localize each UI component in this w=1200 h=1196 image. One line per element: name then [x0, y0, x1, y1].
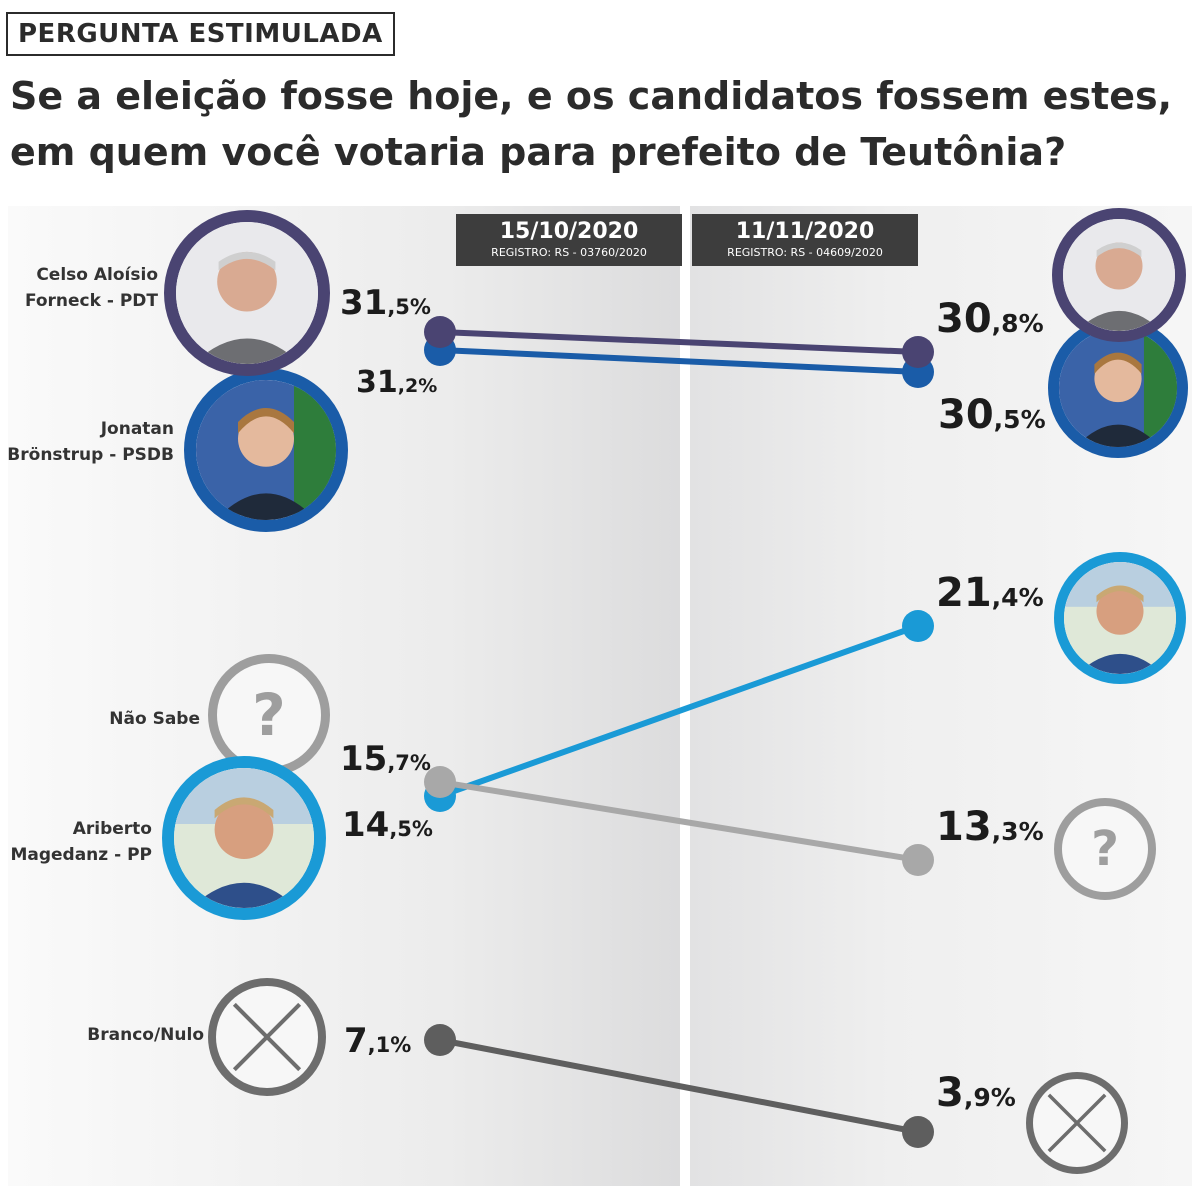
candidate-label-ariberto: Ariberto Magedanz - PP: [0, 816, 152, 868]
candidate-label-jonatan-line2: Brönstrup - PSDB: [7, 445, 174, 465]
poll-registro-second: REGISTRO: RS - 04609/2020: [727, 246, 883, 259]
question-type-tag: PERGUNTA ESTIMULADA: [6, 12, 395, 56]
series-line-jonatan: [437, 347, 921, 375]
data-point-nao-sabe-first: [424, 766, 456, 798]
portrait-ariberto-second: [1054, 552, 1186, 684]
candidate-label-branco-nulo: Branco/Nulo: [34, 1022, 204, 1048]
poll-registro-first: REGISTRO: RS - 03760/2020: [491, 246, 647, 259]
data-point-branco-nulo-second: [902, 1116, 934, 1148]
series-line-ariberto: [437, 623, 921, 799]
series-line-branco-nulo: [437, 1037, 921, 1135]
poll-date-box-first: 15/10/2020 REGISTRO: RS - 03760/2020: [456, 214, 682, 266]
portrait-celso-second: [1052, 208, 1186, 342]
candidate-label-ariberto-line2: Magedanz - PP: [10, 845, 152, 865]
data-label-nao-sabe-first: 15,7%: [340, 739, 431, 779]
poll-date-first: 15/10/2020: [499, 219, 639, 244]
person-photo-icon: [196, 380, 336, 520]
question-title: Se a eleição fosse hoje, e os candidatos…: [10, 74, 1173, 174]
person-photo-icon: [176, 222, 318, 364]
data-label-jonatan-first: 31,2%: [356, 365, 437, 400]
candidate-label-celso: Celso Aloísio Forneck - PDT: [0, 262, 158, 314]
candidate-label-celso-line2: Forneck - PDT: [24, 291, 158, 311]
data-label-branco-nulo-first: 7,1%: [344, 1021, 411, 1061]
candidate-label-ariberto-line1: Ariberto: [72, 819, 152, 839]
data-point-branco-nulo-first: [424, 1024, 456, 1056]
data-label-ariberto-second: 21,4%: [936, 570, 1044, 616]
cross-circle-icon-first: [208, 978, 326, 1096]
person-photo-icon: [174, 768, 314, 908]
poll-panel-first: [8, 206, 680, 1186]
candidate-label-nao-sabe-line1: Não Sabe: [109, 709, 200, 729]
series-line-celso: [437, 329, 921, 355]
poll-date-box-second: 11/11/2020 REGISTRO: RS - 04609/2020: [692, 214, 918, 266]
data-label-jonatan-second: 30,5%: [938, 392, 1046, 438]
candidate-label-jonatan-line1: Jonatan: [100, 419, 174, 439]
data-point-nao-sabe-second: [902, 844, 934, 876]
poll-date-second: 11/11/2020: [735, 219, 875, 244]
data-label-celso-first: 31,5%: [340, 283, 431, 323]
cross-circle-icon-second: [1026, 1072, 1128, 1174]
person-photo-icon: [1059, 329, 1177, 447]
candidate-label-jonatan: Jonatan Brönstrup - PSDB: [4, 416, 174, 468]
data-label-ariberto-first: 14,5%: [342, 805, 433, 845]
data-point-ariberto-second: [902, 610, 934, 642]
series-line-nao-sabe: [437, 779, 921, 863]
data-label-celso-second: 30,8%: [936, 296, 1044, 342]
question-mark-icon-second: ?: [1054, 798, 1156, 900]
data-point-celso-first: [424, 316, 456, 348]
question-mark-icon-first: ?: [208, 654, 330, 776]
candidate-label-celso-line1: Celso Aloísio: [36, 265, 158, 285]
data-point-celso-second: [902, 336, 934, 368]
candidate-label-branco-nulo-line1: Branco/Nulo: [87, 1025, 204, 1045]
candidate-label-nao-sabe: Não Sabe: [30, 706, 200, 732]
person-photo-icon: [1063, 219, 1175, 331]
data-label-branco-nulo-second: 3,9%: [936, 1070, 1016, 1116]
data-label-nao-sabe-second: 13,3%: [936, 804, 1044, 850]
